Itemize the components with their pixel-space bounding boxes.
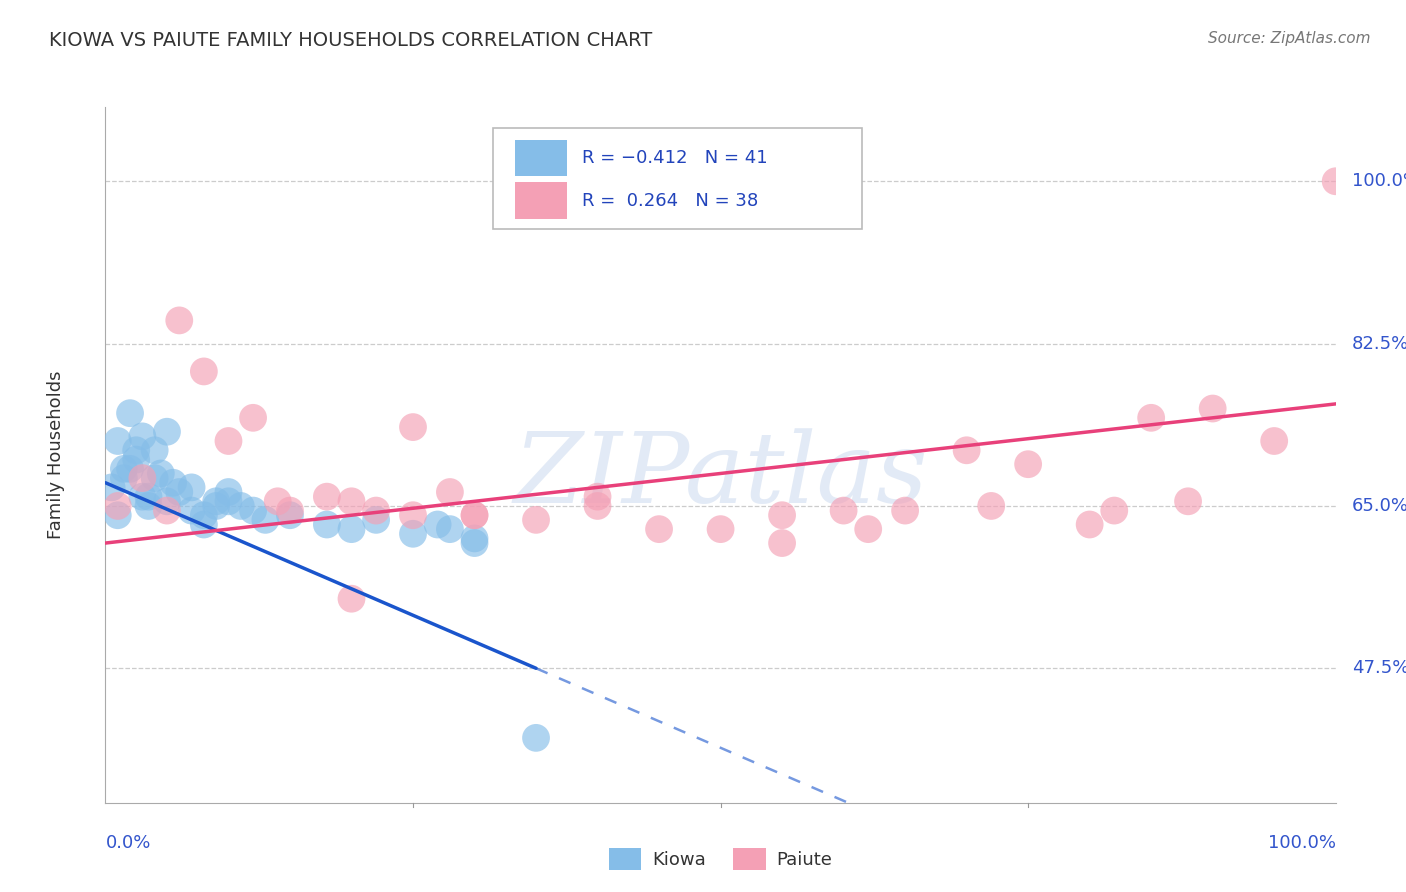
Point xyxy=(464,536,486,550)
Point xyxy=(131,471,153,485)
Point xyxy=(156,494,179,508)
Point xyxy=(366,513,388,527)
Point xyxy=(180,480,202,494)
Point xyxy=(586,490,609,504)
Point xyxy=(1177,494,1199,508)
Point xyxy=(125,452,148,467)
Point xyxy=(205,494,228,508)
Point xyxy=(439,485,461,500)
Point xyxy=(439,522,461,536)
FancyBboxPatch shape xyxy=(494,128,862,229)
Point xyxy=(1324,174,1347,188)
Point xyxy=(1017,457,1039,471)
Point xyxy=(956,443,979,458)
Point xyxy=(193,508,215,523)
Point xyxy=(218,434,240,448)
Point xyxy=(832,503,855,517)
Point xyxy=(858,522,880,536)
Text: 0.0%: 0.0% xyxy=(105,834,150,852)
FancyBboxPatch shape xyxy=(515,183,567,219)
Text: ZIPatlas: ZIPatlas xyxy=(513,428,928,524)
Point xyxy=(278,508,301,523)
Point xyxy=(242,503,264,517)
Point xyxy=(254,513,277,527)
Point xyxy=(402,526,425,541)
Text: R = −0.412   N = 41: R = −0.412 N = 41 xyxy=(582,149,768,167)
Point xyxy=(156,425,179,439)
Point xyxy=(143,471,166,485)
Point xyxy=(426,517,449,532)
Point xyxy=(770,536,793,550)
Point xyxy=(218,494,240,508)
Point xyxy=(107,499,129,513)
Point xyxy=(402,508,425,523)
Text: Family Households: Family Households xyxy=(48,371,65,539)
Text: 100.0%: 100.0% xyxy=(1351,172,1406,190)
Point xyxy=(1263,434,1285,448)
Point xyxy=(1078,517,1101,532)
Text: 82.5%: 82.5% xyxy=(1351,334,1406,352)
Text: KIOWA VS PAIUTE FAMILY HOUSEHOLDS CORRELATION CHART: KIOWA VS PAIUTE FAMILY HOUSEHOLDS CORREL… xyxy=(49,31,652,50)
Point xyxy=(1201,401,1223,416)
Point xyxy=(125,443,148,458)
Point xyxy=(524,513,547,527)
Point xyxy=(138,490,160,504)
Point xyxy=(980,499,1002,513)
Point xyxy=(586,499,609,513)
Text: 100.0%: 100.0% xyxy=(1268,834,1336,852)
Point xyxy=(180,503,202,517)
Point xyxy=(156,503,179,517)
Point xyxy=(205,499,228,513)
Point xyxy=(107,508,129,523)
Point xyxy=(366,503,388,517)
Text: 65.0%: 65.0% xyxy=(1351,497,1406,515)
Point xyxy=(149,467,172,481)
Point xyxy=(120,406,141,420)
Point xyxy=(770,508,793,523)
Point xyxy=(138,499,160,513)
Point xyxy=(315,517,337,532)
Point xyxy=(267,494,290,508)
Point xyxy=(229,499,252,513)
Point xyxy=(464,508,486,523)
Point xyxy=(131,490,153,504)
FancyBboxPatch shape xyxy=(515,140,567,177)
Point xyxy=(1104,503,1126,517)
Point xyxy=(894,503,917,517)
Point xyxy=(710,522,733,536)
Point xyxy=(100,480,122,494)
Point xyxy=(242,410,264,425)
Point xyxy=(107,434,129,448)
Point xyxy=(340,591,363,606)
Point xyxy=(193,517,215,532)
Point xyxy=(169,313,191,327)
Point xyxy=(131,429,153,443)
Point xyxy=(112,471,135,485)
Point xyxy=(315,490,337,504)
Point xyxy=(193,364,215,378)
Text: Source: ZipAtlas.com: Source: ZipAtlas.com xyxy=(1208,31,1371,46)
Point xyxy=(143,443,166,458)
Text: R =  0.264   N = 38: R = 0.264 N = 38 xyxy=(582,192,758,210)
Point xyxy=(162,475,184,490)
Text: 47.5%: 47.5% xyxy=(1351,659,1406,677)
Point xyxy=(402,420,425,434)
Point xyxy=(169,485,191,500)
Point xyxy=(120,462,141,476)
Point xyxy=(524,731,547,745)
Legend: Kiowa, Paiute: Kiowa, Paiute xyxy=(602,841,839,877)
Point xyxy=(218,485,240,500)
Point xyxy=(1140,410,1163,425)
Point xyxy=(112,462,135,476)
Point xyxy=(464,532,486,546)
Point xyxy=(278,503,301,517)
Point xyxy=(464,508,486,523)
Point xyxy=(648,522,671,536)
Point xyxy=(340,494,363,508)
Point xyxy=(340,522,363,536)
